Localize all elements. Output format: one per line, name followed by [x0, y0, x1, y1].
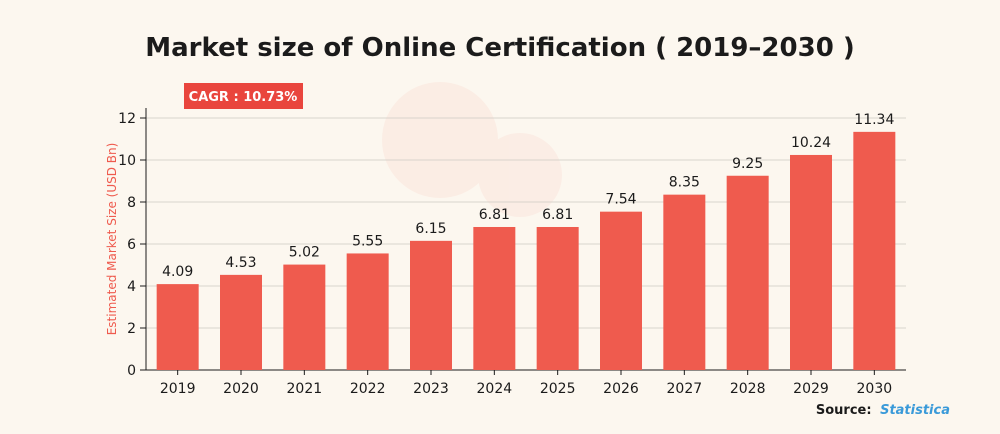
source-credit: Source: Statistica — [816, 403, 950, 418]
bar-2022 — [346, 253, 389, 370]
cagr-badge-background — [184, 83, 303, 109]
data-label-2028: 9.25 — [732, 156, 763, 172]
bar-2025 — [536, 226, 579, 370]
data-label-2024: 6.81 — [479, 207, 510, 223]
y-axis-label: Estimated Market Size (USD Bn) — [105, 143, 119, 336]
y-axis-ticks: 0 2 4 6 8 10 12 — [118, 111, 146, 379]
data-label-2026: 7.54 — [605, 192, 636, 208]
x-axis-ticks: 2019 2020 2021 2022 2023 2024 2025 2026 2027 2028… — [160, 370, 892, 397]
svg-text:Source: Statistica: Source: Statistica — [816, 403, 950, 418]
y-tick-label: 4 — [127, 279, 136, 295]
x-tick-label-2025: 2025 — [540, 381, 576, 397]
bar-2028 — [726, 175, 769, 370]
source-prefix: Source: — [816, 403, 872, 418]
bar-2027 — [663, 194, 706, 370]
bar-2020 — [220, 274, 262, 370]
chart-title: Market size of Online Certification ( 20… — [145, 33, 854, 63]
x-tick-label-2027: 2027 — [667, 381, 703, 397]
data-label-2020: 4.53 — [225, 255, 256, 271]
data-label-2027: 8.35 — [669, 175, 700, 191]
bar-2019 — [156, 284, 199, 370]
x-tick-label-2030: 2030 — [857, 381, 893, 397]
cagr-badge-text: CAGR : 10.73% — [189, 90, 298, 105]
bars — [156, 131, 896, 370]
watermark-logo — [382, 82, 562, 217]
data-label-2025: 6.81 — [542, 207, 573, 223]
bar-2023 — [410, 240, 452, 370]
data-label-2019: 4.09 — [162, 264, 193, 280]
y-tick-label: 6 — [127, 237, 136, 253]
y-tick-label: 8 — [127, 195, 136, 211]
y-tick-label: 2 — [127, 321, 136, 337]
x-tick-label-2024: 2024 — [477, 381, 513, 397]
data-label-2030: 11.34 — [854, 112, 894, 128]
data-label-2021: 5.02 — [289, 245, 320, 261]
y-tick-label: 10 — [118, 153, 136, 169]
bar-2029 — [790, 154, 832, 370]
data-label-2029: 10.24 — [791, 135, 831, 151]
bar-2030 — [853, 131, 896, 370]
data-label-2023: 6.15 — [415, 221, 446, 237]
y-tick-label: 12 — [118, 111, 136, 127]
x-tick-label-2021: 2021 — [287, 381, 323, 397]
x-tick-label-2029: 2029 — [793, 381, 829, 397]
data-label-2022: 5.55 — [352, 233, 383, 249]
y-tick-label: 0 — [127, 363, 136, 379]
x-tick-label-2023: 2023 — [413, 381, 449, 397]
bar-2021 — [283, 264, 326, 370]
axes — [145, 108, 906, 371]
data-labels: 4.09 4.53 5.02 5.55 6.15 6.81 6.81 7.54 8.35 9.25… — [162, 112, 894, 280]
source-name: Statistica — [880, 403, 950, 418]
bar-2024 — [473, 226, 516, 370]
x-tick-label-2022: 2022 — [350, 381, 386, 397]
bar-2026 — [600, 211, 642, 370]
grid-lines — [146, 117, 906, 329]
x-tick-label-2020: 2020 — [223, 381, 259, 397]
x-tick-label-2019: 2019 — [160, 381, 196, 397]
cagr-badge: CAGR : 10.73% — [184, 83, 303, 109]
x-tick-label-2026: 2026 — [603, 381, 639, 397]
x-tick-label-2028: 2028 — [730, 381, 766, 397]
